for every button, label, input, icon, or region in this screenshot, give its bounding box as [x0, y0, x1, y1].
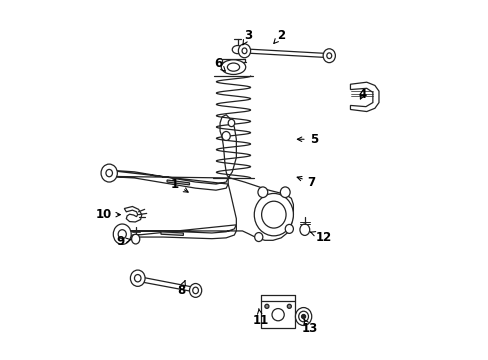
- Polygon shape: [242, 49, 330, 58]
- Ellipse shape: [326, 53, 331, 59]
- Ellipse shape: [113, 224, 131, 244]
- Text: 13: 13: [301, 319, 317, 335]
- Ellipse shape: [261, 201, 285, 228]
- Polygon shape: [103, 170, 228, 190]
- Polygon shape: [161, 232, 183, 235]
- Text: 10: 10: [96, 208, 120, 221]
- Ellipse shape: [264, 304, 268, 309]
- Ellipse shape: [228, 119, 234, 127]
- Ellipse shape: [130, 270, 145, 286]
- Ellipse shape: [298, 311, 308, 322]
- Text: 5: 5: [297, 133, 317, 146]
- Ellipse shape: [258, 187, 267, 198]
- Polygon shape: [167, 180, 189, 185]
- Polygon shape: [134, 276, 197, 292]
- Ellipse shape: [222, 131, 230, 140]
- Ellipse shape: [134, 275, 141, 282]
- Polygon shape: [350, 82, 378, 112]
- Ellipse shape: [299, 224, 309, 235]
- Ellipse shape: [131, 234, 140, 244]
- Ellipse shape: [227, 63, 239, 71]
- Text: 3: 3: [243, 29, 252, 45]
- Ellipse shape: [101, 164, 117, 182]
- Polygon shape: [220, 115, 293, 240]
- Text: 6: 6: [213, 57, 225, 71]
- Text: 12: 12: [310, 230, 331, 244]
- Polygon shape: [260, 301, 295, 328]
- Text: 9: 9: [116, 235, 130, 248]
- Polygon shape: [124, 207, 142, 222]
- Ellipse shape: [280, 187, 289, 198]
- Polygon shape: [118, 225, 236, 239]
- Ellipse shape: [301, 315, 305, 319]
- Text: 8: 8: [177, 280, 185, 297]
- Text: 1: 1: [171, 177, 188, 192]
- Text: 2: 2: [273, 29, 285, 44]
- Ellipse shape: [254, 233, 263, 242]
- Text: 4: 4: [358, 88, 366, 101]
- Ellipse shape: [106, 170, 112, 177]
- Ellipse shape: [323, 49, 335, 63]
- Ellipse shape: [192, 287, 198, 294]
- Ellipse shape: [271, 309, 284, 321]
- Ellipse shape: [232, 45, 243, 54]
- Ellipse shape: [254, 193, 293, 236]
- Ellipse shape: [295, 307, 311, 325]
- Ellipse shape: [285, 224, 293, 233]
- Ellipse shape: [238, 44, 250, 58]
- Ellipse shape: [242, 48, 246, 54]
- Text: 7: 7: [297, 176, 315, 189]
- Ellipse shape: [118, 230, 126, 239]
- Ellipse shape: [189, 284, 201, 297]
- Text: 11: 11: [252, 309, 268, 327]
- Ellipse shape: [287, 304, 291, 309]
- Ellipse shape: [221, 60, 245, 75]
